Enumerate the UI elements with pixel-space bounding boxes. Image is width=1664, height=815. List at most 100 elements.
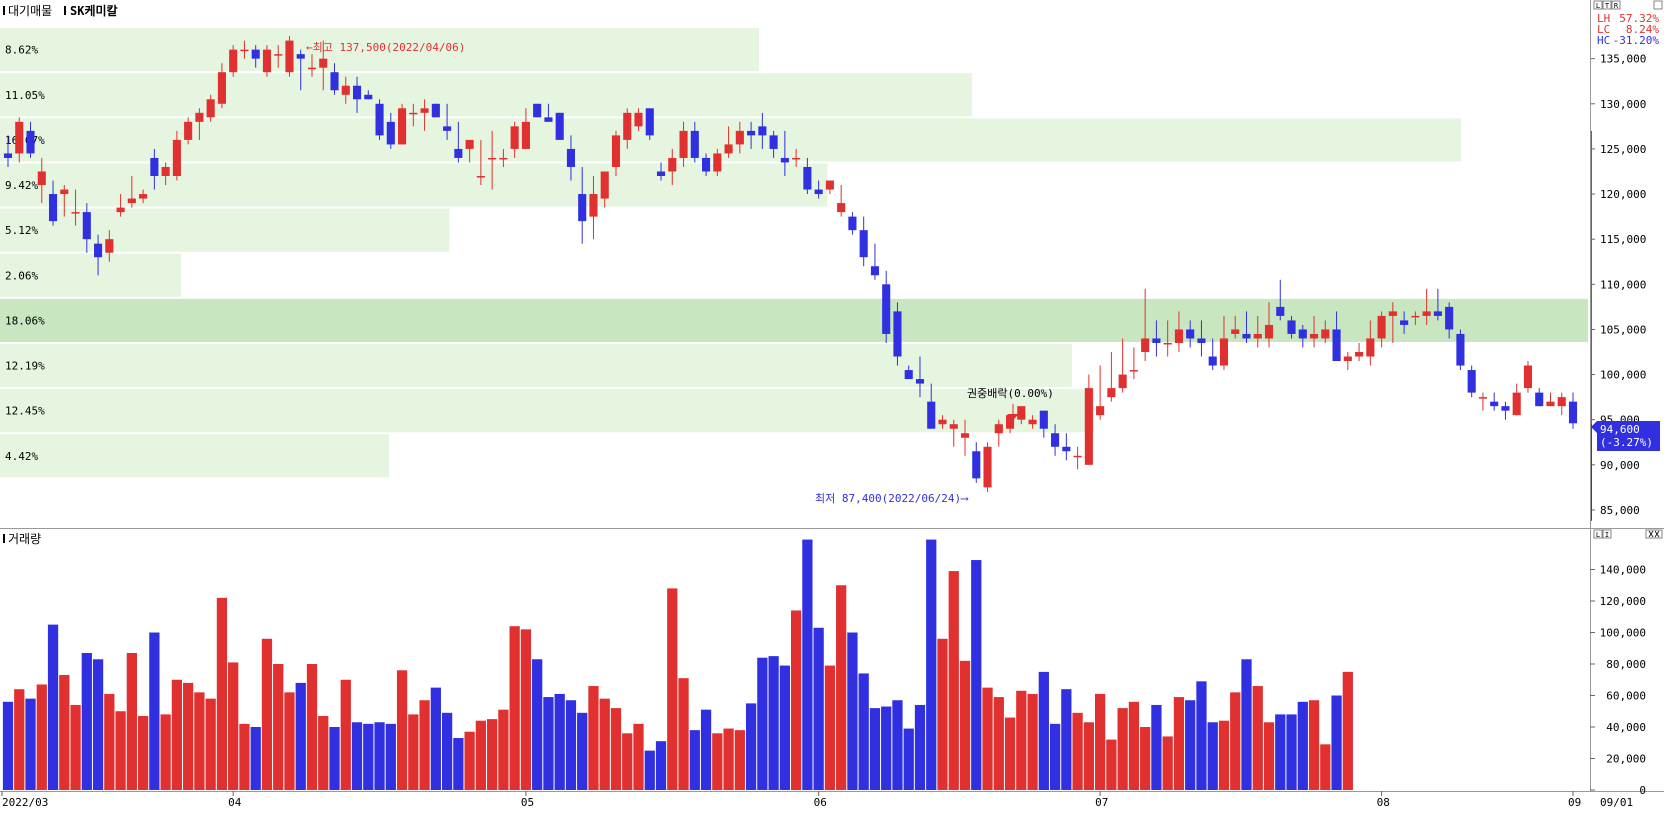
candle-body [1546,401,1555,407]
volume-lock-icon[interactable]: L [1596,531,1600,539]
volume-bar [487,719,498,790]
volume-bar [959,660,971,790]
price-panel-controls[interactable]: L T R [1593,0,1663,10]
candle-body [1366,338,1375,357]
stat-lh-label: LH [1597,12,1610,25]
volume-bar [1128,701,1140,790]
close-icon[interactable] [1645,529,1663,539]
volume-bar [318,715,329,790]
volume-bar [306,664,318,790]
end-date-label: 09/01 [1600,796,1633,809]
volume-bar [599,698,610,790]
candle-body [161,166,170,176]
volume-panel-controls[interactable]: L I [1593,529,1663,539]
lock-top-icon[interactable]: T [1605,2,1610,10]
volume-bar [273,664,284,790]
candle-body [206,99,215,118]
volume-bar [982,687,993,790]
volume-bar [644,750,655,790]
candle-body [1174,329,1183,343]
volume-bar [1241,659,1252,790]
price-tick-label: 90,000 [1600,459,1640,472]
current-change: (-3.27%) [1600,436,1653,449]
candle-body [656,171,666,176]
candle-body [735,130,744,145]
price-pointer-icon [1591,421,1597,433]
date-tick-label: 08 [1377,796,1390,809]
candle-body [26,130,35,154]
volume-bar [858,673,869,790]
volume-bar [1207,722,1218,790]
candle-body [420,108,429,113]
candle-body [690,130,699,158]
volume-tick-label: 100,000 [1600,627,1646,640]
volume-bar [667,588,678,790]
candle-body [94,243,103,258]
price-tick-label: 85,000 [1600,504,1640,517]
volume-bar [396,670,408,790]
candle-body [544,117,553,122]
candle-body [105,239,114,253]
lock-right-icon[interactable]: R [1614,2,1619,10]
volume-bar [1297,701,1308,790]
candle-body [533,103,542,118]
candle-body [904,370,913,380]
candle-body [1501,406,1510,411]
supply-zone-label: 9.42% [5,179,38,192]
volume-bar [419,700,430,790]
candle-body [1242,333,1251,339]
volume-bar [757,657,768,790]
candle-body [566,148,576,167]
volume-tick-label: 40,000 [1606,721,1646,734]
volume-bar [509,626,520,790]
candle-body [1355,352,1364,357]
candle-body [1253,333,1262,339]
candle-body [251,49,260,59]
settings-icon[interactable] [1653,0,1663,10]
volume-bar [1117,708,1128,790]
candle-body [1388,311,1397,316]
panel-marker-icon [64,6,66,15]
candle-body [341,85,350,95]
volume-bar [36,684,47,790]
volume-bar [104,693,115,790]
date-tick-label: 06 [814,796,827,809]
volume-bar [622,733,633,790]
volume-bar [81,652,92,790]
supply-zone-bar [0,28,760,72]
current-price: 94,600 [1600,423,1640,436]
volume-bar [543,697,554,790]
volume-bar [228,662,239,790]
candle-body [1197,338,1206,343]
candle-body [1377,315,1386,339]
candle-body [1208,356,1217,366]
candle-body [938,419,947,425]
volume-bar [1308,700,1320,790]
candle-body [3,153,13,158]
lock-left-icon[interactable]: L [1596,2,1600,10]
volume-bar [430,687,441,790]
candle-body [645,108,654,136]
candle-body [1343,356,1352,362]
candle-body [15,121,24,154]
candle-body [972,451,981,479]
volume-bar [1094,693,1106,790]
candle-body [600,171,609,199]
close-glyph-icon [1648,530,1660,538]
candle-body [1062,446,1071,452]
date-axis: 2022/03 04 05 06 07 08 09 09/01 [1,791,1633,809]
supply-zone-bar [0,298,1588,342]
volume-bar [532,659,543,790]
candle-body [262,49,272,73]
volume-bar [261,638,273,790]
volume-bar [655,741,667,790]
volume-bar [1004,717,1016,790]
volume-bar [194,692,205,790]
volume-bar [1049,723,1061,790]
date-tick-label: 05 [521,796,534,809]
volume-bar [869,708,881,790]
volume-bar [284,692,295,790]
volume-info-icon[interactable]: I [1605,531,1609,539]
candle-body [285,40,294,73]
candle-body [443,126,452,131]
